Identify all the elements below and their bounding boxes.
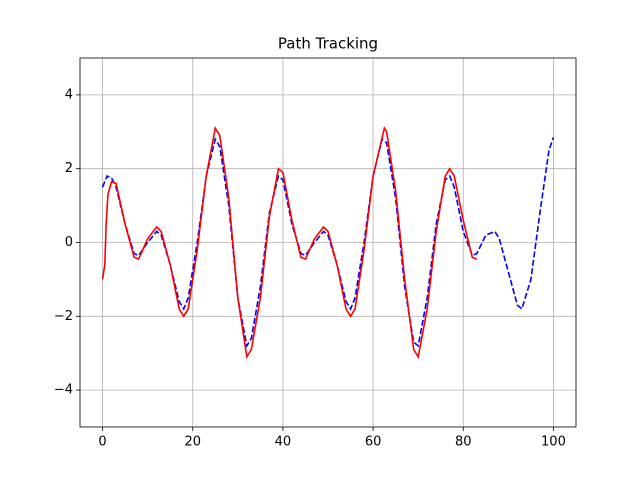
y-tick-label: 2	[65, 161, 73, 176]
x-tick-label: 40	[275, 435, 292, 450]
series-line	[101, 125, 478, 360]
plot-frame	[79, 57, 577, 428]
x-tick-label: 100	[541, 435, 566, 450]
x-tick-label: 80	[455, 435, 472, 450]
x-tick-label: 20	[184, 435, 201, 450]
x-tick-label: 60	[365, 435, 382, 450]
y-tick-label: −2	[54, 309, 73, 324]
y-tick-label: −4	[54, 383, 73, 398]
y-tick-label: 4	[65, 87, 73, 102]
x-tick-label: 0	[98, 435, 106, 450]
y-tick-label: 0	[65, 235, 73, 250]
chart-title: Path Tracking	[278, 35, 378, 53]
